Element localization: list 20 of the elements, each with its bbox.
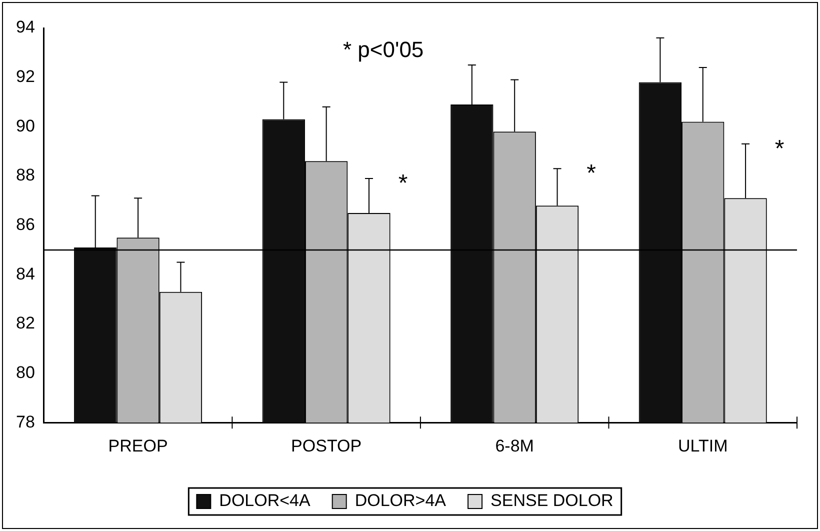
x-tick-label: ULTIM xyxy=(678,436,728,456)
annotation: * p<0'05 xyxy=(343,37,424,62)
legend-label: DOLOR>4A xyxy=(354,491,447,510)
annotation: * xyxy=(774,136,784,163)
legend-label: DOLOR<4A xyxy=(219,491,312,510)
y-tick-label: 78 xyxy=(16,412,35,432)
y-tick-label: 82 xyxy=(16,314,35,333)
y-tick-label: 90 xyxy=(16,116,35,136)
x-tick-label: PREOP xyxy=(108,436,168,456)
legend-label: SENSE DOLOR xyxy=(490,491,614,510)
x-tick-label: 6-8M xyxy=(495,436,534,456)
annotation: * xyxy=(586,160,596,188)
y-tick-label: 84 xyxy=(16,264,35,284)
y-tick-label: 80 xyxy=(16,362,35,382)
annotation: * xyxy=(398,170,408,198)
y-tick-label: 86 xyxy=(16,214,35,234)
y-tick-label: 94 xyxy=(16,18,35,37)
x-tick-label: POSTOP xyxy=(291,436,362,456)
y-tick-label: 88 xyxy=(16,166,35,185)
y-tick-label: 92 xyxy=(16,67,35,86)
